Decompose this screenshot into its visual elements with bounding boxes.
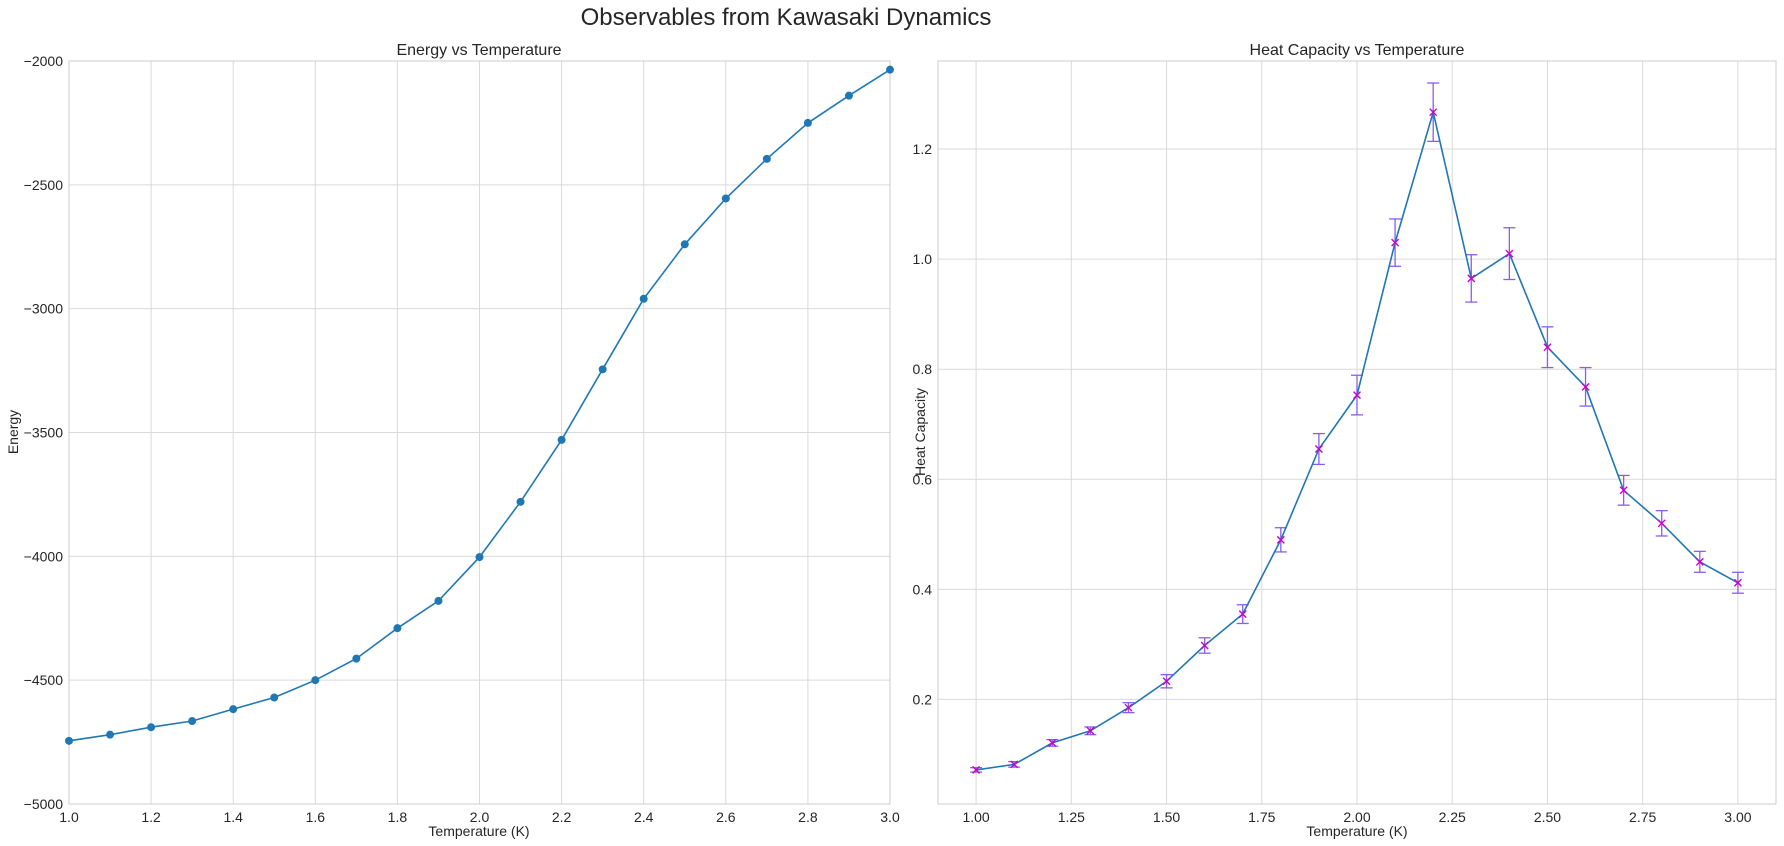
- heat-capacity-data-point: [1543, 343, 1552, 352]
- energy-data-point: [721, 194, 730, 203]
- energy-data-point: [639, 294, 648, 303]
- energy-x-tick-label: 2.2: [552, 809, 572, 825]
- energy-x-tick-label: 1.8: [388, 809, 408, 825]
- heat-capacity-data-point: [1467, 274, 1476, 283]
- heat-capacity-x-axis-label: Temperature (K): [1306, 823, 1407, 839]
- energy-data-point: [106, 730, 115, 739]
- energy-data-point: [229, 705, 238, 714]
- heat-capacity-data-point: [1238, 610, 1247, 619]
- heat-capacity-data-point: [1353, 391, 1361, 400]
- energy-data-point: [393, 624, 402, 633]
- energy-chart: 1.0 1.2 1.4 1.6 1.8 2.0 2.2 2.4 2.6 2.8 3.0 −5000 −…: [5, 42, 900, 839]
- energy-x-tick-label: 1.2: [141, 809, 161, 825]
- heat-capacity-data-point: [1314, 445, 1323, 454]
- energy-data-point: [352, 654, 361, 663]
- energy-data-point: [516, 497, 525, 506]
- energy-y-axis-label: Energy: [5, 410, 21, 454]
- energy-data-point: [147, 723, 156, 732]
- energy-data-point: [598, 365, 607, 374]
- heat-capacity-y-tick-label: 1.0: [913, 251, 933, 267]
- heat-capacity-y-tick-label: 0.2: [913, 691, 933, 707]
- heat-capacity-y-tick-label: 0.4: [913, 581, 933, 597]
- energy-x-tick-label: 2.4: [634, 809, 654, 825]
- heat-capacity-x-tick-label: 1.75: [1248, 809, 1275, 825]
- heat-capacity-y-tick-label: 0.6: [913, 471, 933, 487]
- energy-data-point: [475, 553, 484, 562]
- energy-data-point: [803, 118, 812, 127]
- heat-capacity-data-point: [1276, 535, 1285, 544]
- heat-capacity-data-point: [1162, 677, 1171, 686]
- heat-capacity-x-tick-label: 1.25: [1058, 809, 1085, 825]
- energy-chart-title: Energy vs Temperature: [396, 42, 561, 59]
- energy-data-point: [188, 717, 197, 726]
- heat-capacity-data-point: [1657, 519, 1666, 528]
- energy-x-tick-label: 1.6: [306, 809, 326, 825]
- energy-y-tick-label: −4500: [24, 672, 64, 688]
- heat-capacity-data-point: [1048, 738, 1057, 747]
- energy-data-point: [886, 65, 894, 74]
- energy-x-tick-label: 2.8: [798, 809, 818, 825]
- energy-data-point: [680, 240, 689, 249]
- heat-capacity-y-tick-label: 0.8: [913, 361, 933, 377]
- heat-capacity-x-tick-label: 2.00: [1343, 809, 1370, 825]
- energy-x-tick-label: 2.0: [470, 809, 490, 825]
- heat-capacity-y-tick-label: 1.2: [913, 141, 933, 157]
- energy-data-point: [65, 736, 73, 745]
- energy-data-point: [557, 435, 566, 444]
- heat-capacity-data-point: [1200, 641, 1209, 650]
- heat-capacity-x-tick-label: 1.00: [962, 809, 989, 825]
- heat-capacity-data-point: [972, 765, 981, 774]
- energy-axes-frame: [68, 60, 891, 805]
- energy-data-point: [434, 596, 443, 605]
- heat-capacity-data-point: [1391, 238, 1400, 247]
- heat-capacity-chart-title: Heat Capacity vs Temperature: [1250, 42, 1465, 59]
- energy-data-point: [762, 154, 771, 163]
- heat-capacity-y-axis-label: Heat Capacity: [912, 388, 928, 476]
- heat-capacity-data-point: [1581, 382, 1590, 391]
- energy-x-tick-label: 1.4: [223, 809, 243, 825]
- energy-y-tick-label: −2500: [24, 177, 64, 193]
- heat-capacity-chart: 1.00 1.25 1.50 1.75 2.00 2.25 2.50 2.75 3.00 0.2…: [912, 42, 1777, 839]
- heat-capacity-data-point: [1619, 486, 1628, 495]
- energy-data-point: [311, 676, 320, 685]
- energy-x-tick-label: 3.0: [880, 809, 900, 825]
- heat-capacity-x-tick-label: 2.25: [1439, 809, 1466, 825]
- heat-capacity-x-tick-label: 2.50: [1534, 809, 1561, 825]
- energy-y-tick-label: −3500: [24, 425, 64, 441]
- heat-capacity-data-point: [1086, 726, 1095, 735]
- heat-capacity-data-point: [1124, 703, 1133, 712]
- heat-capacity-x-tick-label: 2.75: [1629, 809, 1656, 825]
- heat-capacity-data-point: [1695, 557, 1704, 566]
- energy-x-tick-label: 1.0: [59, 809, 79, 825]
- energy-y-tick-label: −3000: [24, 301, 64, 317]
- heat-capacity-data-point: [1429, 108, 1438, 117]
- heat-capacity-data-point: [1010, 760, 1019, 769]
- heat-capacity-x-tick-label: 3.00: [1724, 809, 1751, 825]
- heat-capacity-x-tick-label: 1.50: [1153, 809, 1180, 825]
- heat-capacity-data-point: [1505, 249, 1514, 258]
- heat-capacity-axes-frame: [937, 60, 1777, 805]
- energy-y-tick-label: −4000: [24, 548, 64, 564]
- energy-y-tick-label: −2000: [24, 53, 64, 69]
- energy-x-tick-label: 2.6: [716, 809, 736, 825]
- energy-data-point: [270, 693, 279, 702]
- energy-data-point: [844, 91, 853, 100]
- energy-y-tick-label: −5000: [24, 796, 64, 812]
- heat-capacity-data-point: [1733, 578, 1742, 587]
- energy-x-axis-label: Temperature (K): [428, 823, 529, 839]
- figure-suptitle: Observables from Kawasaki Dynamics: [581, 4, 992, 31]
